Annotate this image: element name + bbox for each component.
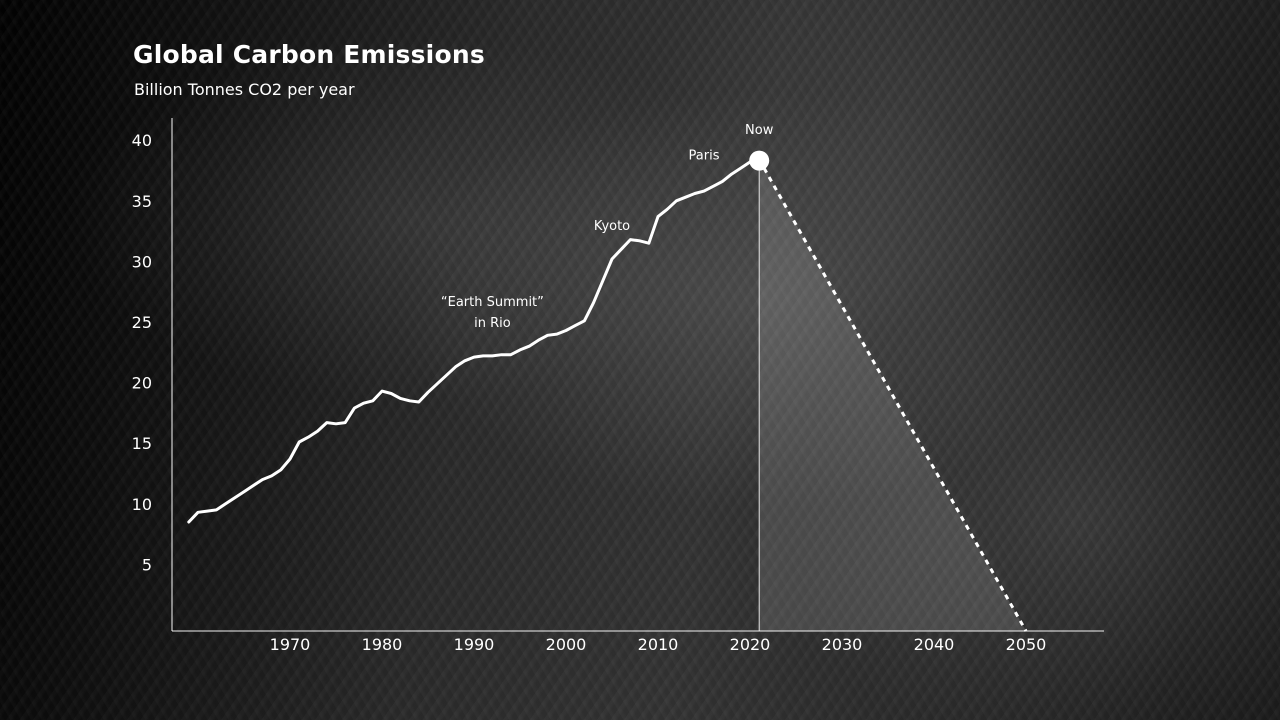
emissions-line — [187, 158, 761, 524]
x-tick-label: 1990 — [454, 635, 495, 654]
annotation-label: “Earth Summit” — [441, 295, 544, 310]
x-tick-label: 2020 — [730, 635, 771, 654]
chart-title: Global Carbon Emissions — [133, 40, 485, 69]
x-tick-label: 2040 — [914, 635, 955, 654]
annotation-label: Now — [745, 123, 774, 138]
x-tick-label: 2030 — [822, 635, 863, 654]
annotation-label: Kyoto — [594, 219, 630, 234]
y-tick-label: 15 — [132, 434, 152, 453]
projection-dashed-line — [757, 158, 1028, 632]
y-tick-label: 10 — [132, 495, 152, 514]
annotation-label: Paris — [689, 149, 720, 164]
y-tick-label: 35 — [132, 192, 152, 211]
x-tick-label: 2010 — [638, 635, 679, 654]
y-tick-label: 40 — [132, 131, 152, 150]
y-tick-label: 20 — [132, 374, 152, 393]
x-tick-label: 2050 — [1006, 635, 1047, 654]
x-tick-label: 1980 — [362, 635, 403, 654]
annotation-label: in Rio — [474, 316, 511, 331]
y-tick-label: 25 — [132, 313, 152, 332]
now-marker — [749, 150, 770, 171]
y-tick-label: 30 — [132, 252, 152, 271]
x-tick-label: 2000 — [546, 635, 587, 654]
y-tick-label: 5 — [142, 555, 152, 574]
chart-subtitle: Billion Tonnes CO2 per year — [134, 80, 355, 99]
x-tick-label: 1970 — [270, 635, 311, 654]
